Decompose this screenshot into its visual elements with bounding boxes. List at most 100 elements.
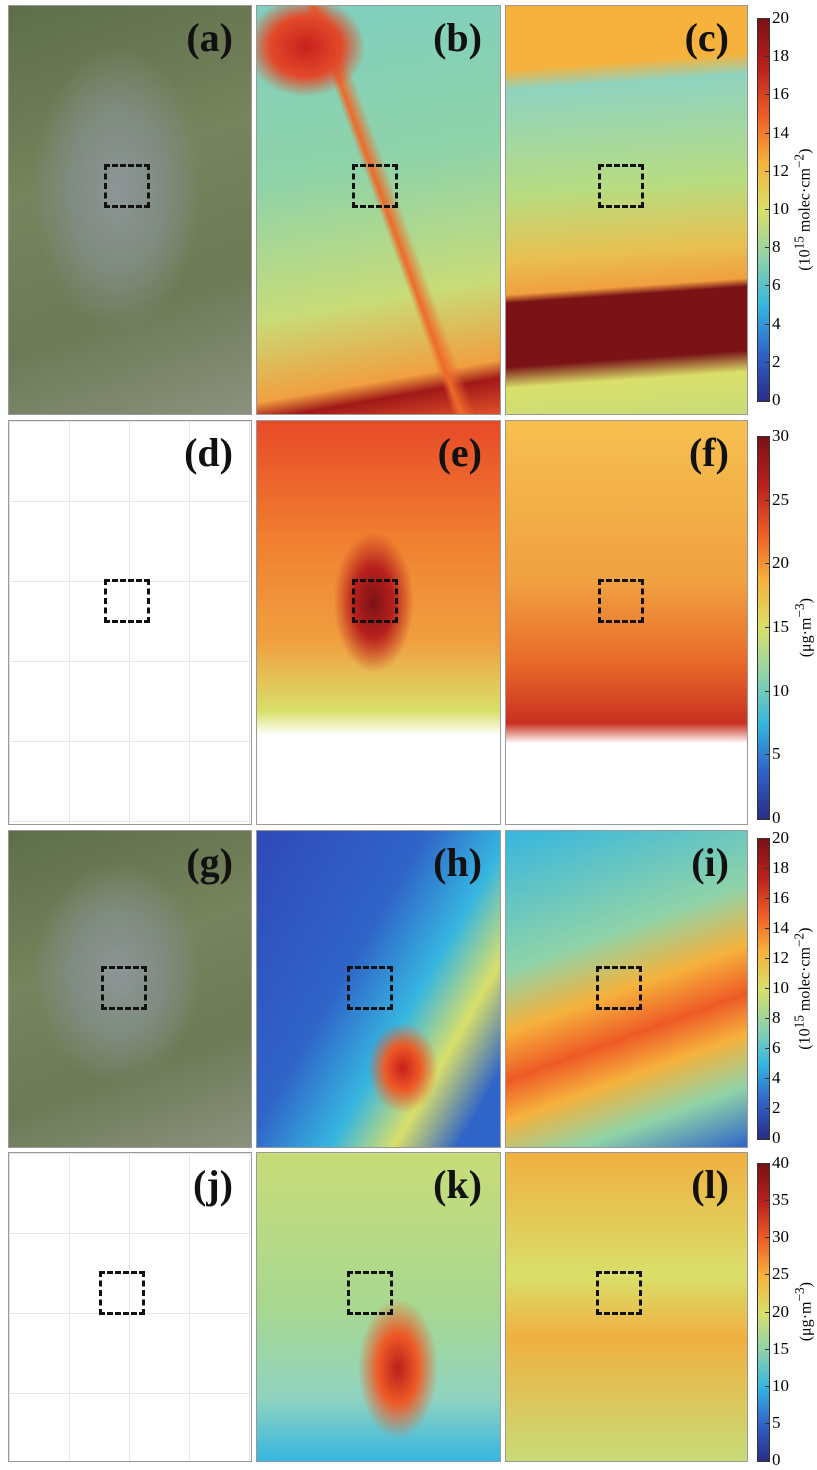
tick-mark [765,928,770,929]
tick-mark [765,324,770,325]
colorbar-label: (1015 molec·cm−2) [791,148,814,270]
tick-mark [765,1460,770,1461]
colorbar-label: (μg·m−3) [791,1282,814,1341]
heatmap: (b) [256,5,501,415]
tick-mark [765,1200,770,1201]
tick-mark [765,436,770,437]
panel-label: (d) [184,429,233,476]
unit-text: (μg·m [797,1302,814,1342]
colorbar [757,838,770,1140]
unit-text: ) [797,927,814,932]
tick-label: 25 [772,490,789,510]
panel-label: (c) [685,14,729,61]
panel-label: (h) [433,839,482,886]
tick-mark [765,1274,770,1275]
figure: (a) (b) (c) (d) (e) (f) (g) (h) (i) (j) … [0,0,817,1469]
tick-label: 10 [772,681,789,701]
tick-mark [765,362,770,363]
tick-label: 18 [772,46,789,66]
heatmap: (h) [256,830,501,1148]
station-map: (d) [8,420,252,825]
unit-text: ) [797,148,814,153]
tick-label: 20 [772,1302,789,1322]
tick-mark [765,133,770,134]
colorbar [757,18,770,402]
colorbar-label: (1015 molec·cm−2) [791,927,814,1049]
panel-label: (e) [438,429,482,476]
tick-mark [765,691,770,692]
panel-label: (j) [193,1161,233,1208]
tick-label: 0 [772,1128,781,1148]
tick-label: 18 [772,858,789,878]
panel-label: (l) [691,1161,729,1208]
tick-mark [765,171,770,172]
tick-label: 5 [772,1413,781,1433]
tick-mark [765,563,770,564]
tick-label: 20 [772,553,789,573]
tick-mark [765,818,770,819]
tick-mark [765,1138,770,1139]
tick-mark [765,1163,770,1164]
tick-label: 0 [772,1450,781,1470]
heatmap: (l) [505,1152,748,1462]
tick-mark [765,500,770,501]
tick-label: 5 [772,744,781,764]
unit-text: −3 [791,1287,806,1301]
heatmap: (e) [256,420,501,825]
tick-label: 35 [772,1190,789,1210]
tick-label: 4 [772,1068,781,1088]
tick-mark [765,1386,770,1387]
tick-mark [765,94,770,95]
unit-text: 15 [791,236,806,249]
tick-mark [765,1108,770,1109]
tick-label: 16 [772,888,789,908]
unit-text: molec·cm [797,947,814,1015]
tick-label: 8 [772,1008,781,1028]
tick-label: 25 [772,1264,789,1284]
tick-mark [765,898,770,899]
tick-label: 15 [772,617,789,637]
unit-text: (μg·m [797,617,814,657]
tick-label: 14 [772,918,789,938]
tick-mark [765,958,770,959]
tick-mark [765,1423,770,1424]
tick-mark [765,1312,770,1313]
tick-label: 10 [772,978,789,998]
tick-mark [765,400,770,401]
tick-label: 2 [772,1098,781,1118]
tick-label: 6 [772,1038,781,1058]
heatmap: (c) [505,5,748,415]
tick-mark [765,838,770,839]
unit-text: molec·cm [797,168,814,236]
tick-mark [765,1018,770,1019]
unit-text: −3 [791,603,806,617]
tick-label: 10 [772,1376,789,1396]
tick-label: 10 [772,199,789,219]
panel-label: (b) [433,14,482,61]
colorbar [757,436,770,820]
tick-mark [765,56,770,57]
unit-text: −2 [791,153,806,167]
panel-label: (f) [689,429,729,476]
unit-text: ) [797,598,814,603]
tick-label: 12 [772,948,789,968]
tick-label: 20 [772,8,789,28]
unit-text: (10 [797,1028,814,1049]
panel-label: (g) [186,839,233,886]
tick-label: 30 [772,426,789,446]
tick-mark [765,285,770,286]
tick-mark [765,627,770,628]
tick-mark [765,1078,770,1079]
tick-label: 30 [772,1227,789,1247]
heatmap: (k) [256,1152,501,1462]
tick-mark [765,1048,770,1049]
satellite-image: (g) [8,830,252,1148]
tick-mark [765,988,770,989]
colorbar-label: (μg·m−3) [791,598,814,657]
station-map: (j) [8,1152,252,1462]
tick-mark [765,209,770,210]
heatmap: (i) [505,830,748,1148]
panel-label: (i) [691,839,729,886]
tick-mark [765,868,770,869]
tick-label: 0 [772,808,781,828]
